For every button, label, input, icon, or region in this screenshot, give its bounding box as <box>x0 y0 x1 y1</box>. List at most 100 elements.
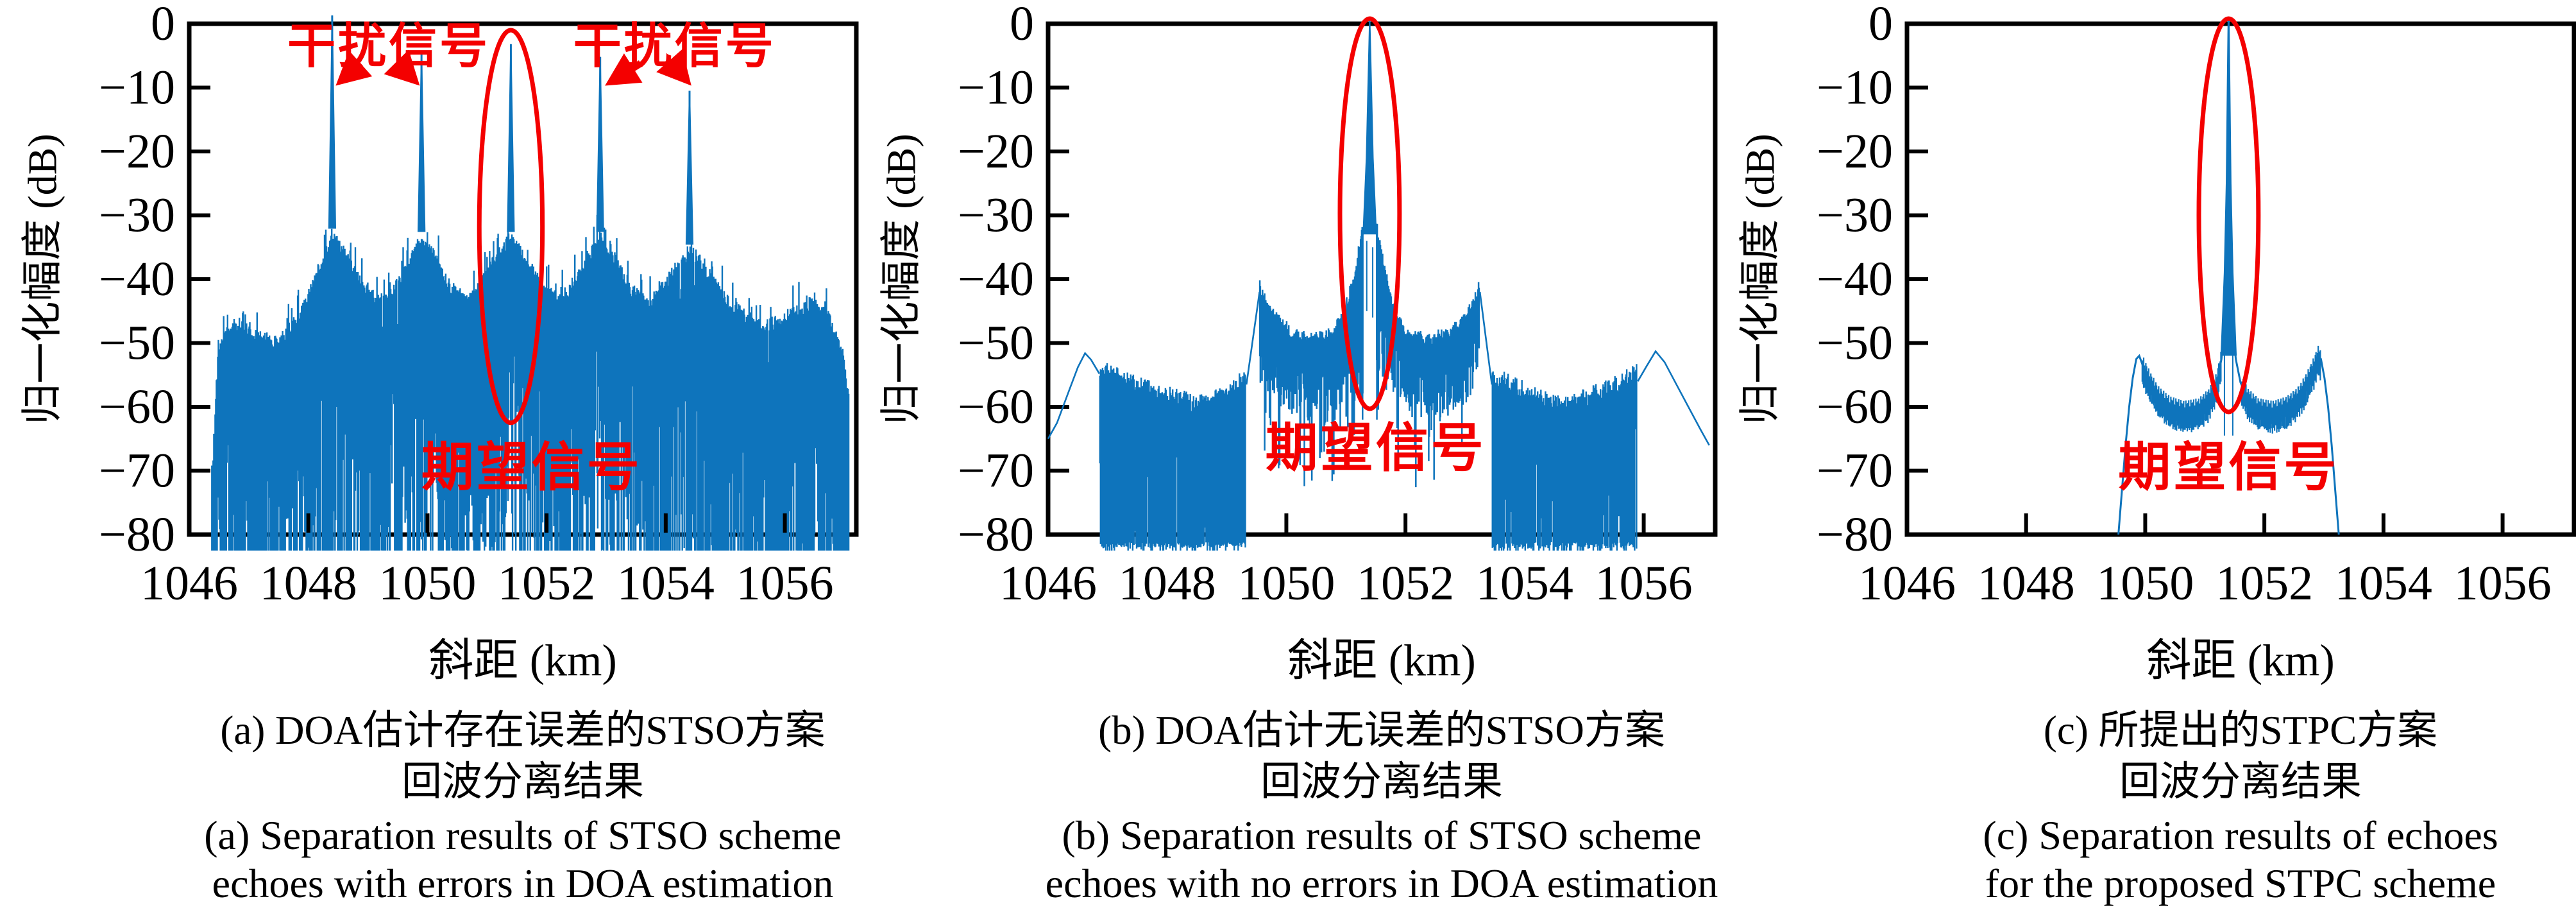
y-tick-label: −50 <box>1817 316 1893 370</box>
y-tick-label: −10 <box>1817 61 1893 115</box>
caption-b-en-line2: echoes with no errors in DOA estimation <box>1045 861 1718 906</box>
caption-c-en-line1: (c) Separation results of echoes <box>1983 812 2498 858</box>
interference-signal-label-2: 干扰信号 <box>573 20 776 73</box>
caption-b-cn-line2: 回波分离结果 <box>1260 759 1503 804</box>
y-tick-label: −50 <box>958 316 1034 370</box>
y-tick-label: −30 <box>99 189 175 243</box>
desired-signal-ellipse <box>1337 16 1402 411</box>
y-tick-label: 0 <box>151 0 175 51</box>
x-tick-label: 1056 <box>1595 556 1693 610</box>
desired-signal-label: 期望信号 <box>2118 438 2339 497</box>
x-tick-label: 1048 <box>260 556 357 610</box>
x-tick-label: 1046 <box>1858 556 1956 610</box>
y-tick-label: −10 <box>958 61 1034 115</box>
desired-signal-ellipse <box>477 28 545 425</box>
desired-signal-label: 期望信号 <box>421 438 642 497</box>
x-axis-label: 斜距 (km) <box>428 637 617 686</box>
plot-box <box>1046 21 1718 537</box>
y-tick-label: −80 <box>99 508 175 562</box>
y-tick-label: −70 <box>1817 444 1893 498</box>
y-tick-label: −80 <box>1817 508 1893 562</box>
x-tick-label: 1054 <box>617 556 715 610</box>
x-tick-label: 1056 <box>2454 556 2552 610</box>
caption-a-en-line2: echoes with errors in DOA estimation <box>212 861 834 906</box>
y-tick-label: −80 <box>958 508 1034 562</box>
x-tick-label: 1052 <box>498 556 595 610</box>
y-tick-label: −20 <box>1817 124 1893 178</box>
outer-hump-left <box>1047 352 1101 440</box>
caption-c-en-line2: for the proposed STPC scheme <box>1985 861 2496 906</box>
outer-hump-right <box>1637 350 1710 446</box>
x-tick-label: 1046 <box>140 556 238 610</box>
panel-a: 0 −10 −20 −30 −40 −50 −60 −70 −80 1046 1048 1050 105… <box>0 0 859 910</box>
caption-b-en-line1: (b) Separation results of STSO scheme <box>1062 812 1702 858</box>
desired-signal-label: 期望信号 <box>1266 419 1486 477</box>
x-tick-label: 1048 <box>1119 556 1216 610</box>
sidelobe-pedestal <box>1258 223 1480 488</box>
noise-floor-left <box>1099 363 1246 551</box>
x-tick-label: 1050 <box>378 556 476 610</box>
y-tick-label: −40 <box>99 252 175 306</box>
caption-b-cn-line1: (b) DOA估计无误差的STSO方案 <box>1098 708 1665 753</box>
x-tick-label: 1054 <box>1476 556 1573 610</box>
x-tick-label: 1056 <box>736 556 834 610</box>
y-tick-label: 0 <box>1010 0 1034 51</box>
caption-c-cn-line1: (c) 所提出的STPC方案 <box>2043 708 2438 753</box>
caption-a-cn-line2: 回波分离结果 <box>402 759 644 804</box>
x-tick-label: 1052 <box>2216 556 2313 610</box>
y-tick-label: −50 <box>99 316 175 370</box>
panel-b: 0 −10 −20 −30 −40 −50 −60 −70 −80 1046 1048 1050 105… <box>859 0 1718 910</box>
x-tick-label: 1046 <box>999 556 1097 610</box>
y-tick-label: −20 <box>958 124 1034 178</box>
y-tick-label: −40 <box>958 252 1034 306</box>
desired-signal-ellipse <box>2196 16 2261 415</box>
annotations-c: 期望信号 <box>2118 16 2339 497</box>
x-tick-label: 1052 <box>1357 556 1454 610</box>
y-tick-label: −40 <box>1817 252 1893 306</box>
x-ticks-over <box>187 513 787 533</box>
y-tick-label: −20 <box>99 124 175 178</box>
caption-b: (b) DOA估计无误差的STSO方案 回波分离结果 (b) Separatio… <box>1042 705 1718 907</box>
annotation-arrow-head <box>656 49 691 86</box>
y-tick-label: −10 <box>99 61 175 115</box>
x-axis-label: 斜距 (km) <box>1287 637 1476 686</box>
y-tick-label: −60 <box>958 380 1034 434</box>
valley-fuzz-left <box>2141 352 2222 433</box>
plot-box <box>187 21 859 537</box>
valley-fuzz-right <box>2241 345 2321 434</box>
x-tick-label: 1054 <box>2335 556 2432 610</box>
x-axis-label: 斜距 (km) <box>2146 637 2335 686</box>
noise-floor-right <box>1491 364 1638 551</box>
caption-c: (c) 所提出的STPC方案 回波分离结果 (c) Separation res… <box>1901 705 2576 907</box>
caption-a-en-line1: (a) Separation results of STSO scheme <box>204 812 842 858</box>
pedestal-cusp-right <box>1479 291 1493 385</box>
x-tick-label: 1048 <box>1978 556 2075 610</box>
panel-c: 0 −10 −20 −30 −40 −50 −60 −70 −80 1046 1048 1050 105… <box>1718 0 2576 910</box>
annotation-arrow-head <box>384 49 420 86</box>
caption-c-cn-line2: 回波分离结果 <box>2119 759 2362 804</box>
mainlobe-peak <box>2221 17 2237 356</box>
y-axis-label: 归一化幅度 (dB) <box>20 133 65 424</box>
annotation-arrow-head <box>335 50 373 86</box>
interference-signal-label-1: 干扰信号 <box>287 20 490 73</box>
y-axis-label: 归一化幅度 (dB) <box>1738 133 1783 424</box>
annotation-arrow-head <box>605 53 643 86</box>
y-tick-label: 0 <box>1868 0 1893 51</box>
y-tick-label: −30 <box>1817 189 1893 243</box>
y-tick-label: −70 <box>958 444 1034 498</box>
signal-noise-a <box>211 15 850 551</box>
y-tick-label: −60 <box>99 380 175 434</box>
y-tick-label: −70 <box>99 444 175 498</box>
caption-a-cn-line1: (a) DOA估计存在误差的STSO方案 <box>220 708 826 753</box>
x-tick-label: 1050 <box>2096 556 2194 610</box>
annotations-b: 期望信号 <box>1266 16 1486 477</box>
caption-a: (a) DOA估计存在误差的STSO方案 回波分离结果 (a) Separati… <box>183 705 859 907</box>
